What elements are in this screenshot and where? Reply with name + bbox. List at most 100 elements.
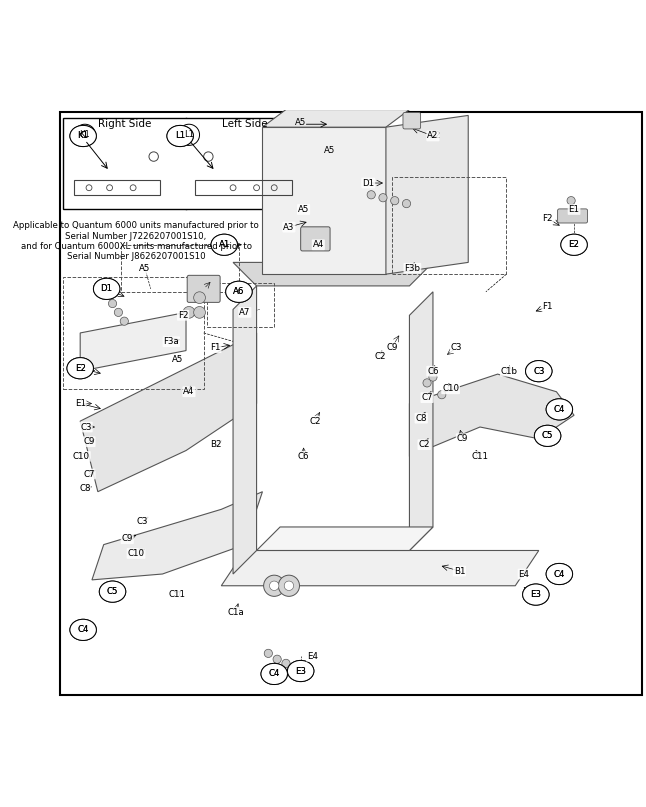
Ellipse shape [526,361,552,382]
Text: C4: C4 [554,570,565,579]
Text: C9: C9 [121,534,133,543]
Text: A4: A4 [183,387,194,396]
Polygon shape [233,286,256,574]
Text: F2: F2 [543,214,553,223]
Text: C5: C5 [542,431,554,441]
Ellipse shape [70,125,96,147]
Text: C4: C4 [554,405,565,414]
Text: E1: E1 [75,399,86,408]
Ellipse shape [523,584,549,605]
Text: C7: C7 [83,470,95,479]
Circle shape [194,292,205,303]
Ellipse shape [287,660,314,682]
Text: C2: C2 [374,352,386,361]
Ellipse shape [211,234,238,255]
Text: A7: A7 [239,307,251,317]
Text: K1: K1 [78,132,89,140]
Text: E4: E4 [519,570,530,579]
Text: A6: A6 [233,287,245,296]
FancyBboxPatch shape [63,119,315,210]
Text: A5: A5 [298,205,309,214]
Text: E1: E1 [568,205,579,214]
Text: E3: E3 [530,590,541,599]
Text: B2: B2 [210,440,221,449]
Text: C4: C4 [554,405,565,414]
FancyBboxPatch shape [187,275,220,303]
Text: L1: L1 [175,132,185,140]
Text: C3: C3 [533,366,545,376]
Text: C11: C11 [472,452,488,461]
Text: K1: K1 [79,130,90,140]
Text: F1: F1 [543,302,553,311]
Text: C9: C9 [121,534,133,543]
Text: A2: A2 [427,132,439,140]
Text: C9: C9 [457,434,468,443]
Text: A1: A1 [218,240,230,249]
Circle shape [297,667,305,675]
Polygon shape [410,374,574,457]
Circle shape [269,581,279,591]
Circle shape [270,670,278,678]
Ellipse shape [94,278,120,299]
Circle shape [284,581,294,591]
Circle shape [367,190,375,199]
Text: Applicable to Quantum 6000 units manufactured prior to
Serial Number J7226207001: Applicable to Quantum 6000 units manufac… [13,221,259,261]
Circle shape [567,208,575,216]
Text: C3: C3 [451,343,463,352]
Polygon shape [80,333,256,491]
Text: C9: C9 [457,434,468,443]
Circle shape [74,124,96,145]
Text: F3a: F3a [163,337,179,346]
Text: K1: K1 [78,132,89,140]
Text: C7: C7 [421,393,433,402]
Text: F3a: F3a [163,337,179,346]
Circle shape [526,585,545,604]
Circle shape [103,582,122,601]
Ellipse shape [67,358,94,378]
Text: A7: A7 [239,307,251,317]
Text: D1: D1 [362,178,374,187]
Ellipse shape [70,619,96,641]
Text: C4: C4 [554,570,565,579]
Circle shape [529,362,548,381]
Text: E3: E3 [295,667,306,675]
Text: C3: C3 [80,423,92,432]
Text: A6: A6 [233,287,245,296]
Text: A4: A4 [183,387,194,396]
Ellipse shape [546,563,572,584]
Text: C9: C9 [386,343,397,352]
Circle shape [194,307,205,318]
Circle shape [429,373,437,381]
Text: L1: L1 [184,130,194,140]
Circle shape [109,587,117,596]
Ellipse shape [546,399,572,420]
Text: B1: B1 [453,567,465,575]
Polygon shape [262,110,410,128]
Text: A3: A3 [283,223,295,232]
Text: C4: C4 [269,670,280,679]
Circle shape [291,662,310,680]
Text: A5: A5 [324,146,336,155]
Circle shape [264,650,273,658]
Circle shape [82,625,90,634]
Text: C5: C5 [107,587,118,596]
Circle shape [379,194,387,202]
Text: C2: C2 [309,416,321,425]
Ellipse shape [287,660,314,682]
Ellipse shape [94,278,120,299]
Text: C6: C6 [427,366,439,376]
Text: A3: A3 [283,223,295,232]
Text: B1: B1 [453,567,465,575]
Ellipse shape [167,125,193,147]
FancyBboxPatch shape [300,227,330,251]
Circle shape [538,426,557,445]
Text: C6: C6 [298,452,309,461]
Text: A2: A2 [427,132,439,140]
Text: C5: C5 [107,587,118,596]
Text: C10: C10 [127,549,145,558]
Text: F1: F1 [210,343,221,352]
Polygon shape [262,128,386,274]
Text: D1: D1 [101,284,112,294]
Ellipse shape [225,281,252,303]
Ellipse shape [70,619,96,641]
